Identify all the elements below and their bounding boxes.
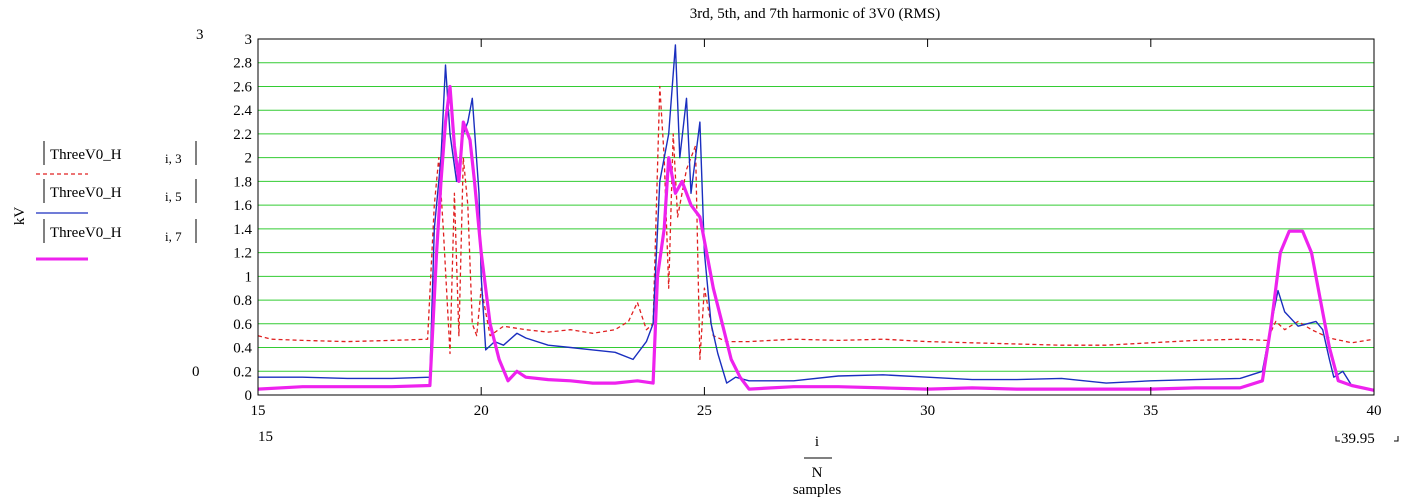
- y-tick-label: 2.8: [233, 56, 252, 72]
- y-tick-label: 0.4: [233, 341, 252, 357]
- x-label-units: samples: [793, 482, 841, 497]
- x-range-max-label: 39.95: [1341, 431, 1375, 447]
- legend-subscript-3: i, 3: [165, 151, 182, 166]
- legend-entry-7: ThreeV0_H i, 7: [36, 219, 197, 261]
- series-line-5: [258, 44, 1375, 391]
- x-tick-label: 15: [251, 403, 266, 419]
- x-range-min-label: 15: [258, 429, 273, 445]
- plot-frame: [257, 38, 1375, 396]
- legend-label-3: ThreeV0_H: [50, 147, 122, 163]
- legend-subscript-7: i, 7: [165, 229, 182, 244]
- legend-subscript-5: i, 5: [165, 189, 182, 204]
- y-tick-label: 1.8: [233, 174, 252, 190]
- y-tick-label: 2.4: [233, 103, 252, 119]
- y-tick-label: 1: [245, 269, 253, 285]
- y-tick-label: 2.6: [233, 79, 252, 95]
- y-tick-label: 1.6: [233, 198, 252, 214]
- x-tick-label: 20: [474, 403, 489, 419]
- x-range-bracket-right: [1394, 436, 1399, 442]
- y-range-min-label: 0: [192, 364, 200, 380]
- y-tick-label: 1.4: [233, 222, 252, 238]
- y-range-max-label: 3: [196, 27, 204, 43]
- legend-label-5: ThreeV0_H: [50, 185, 122, 201]
- x-tick-label: 30: [920, 403, 935, 419]
- y-tick-label: 2: [245, 151, 253, 167]
- y-tick-labels: 0 0.2 0.4 0.6 0.8 1 1.2 1.4 1.6 1.8 2 2.2 2.4 2.6 2.8 3: [233, 32, 252, 404]
- legend: ThreeV0_H i, 3 ThreeV0_H i, 5 ThreeV0_H …: [36, 141, 197, 261]
- x-label-denominator: N: [812, 465, 823, 481]
- legend-entry-5: ThreeV0_H i, 5: [36, 179, 197, 214]
- y-tick-label: 0.8: [233, 293, 252, 309]
- y-tick-label: 3: [245, 32, 253, 48]
- grid-lines: [258, 62, 1374, 372]
- x-tick-label: 25: [697, 403, 712, 419]
- x-label-numerator: i: [815, 434, 819, 450]
- x-tick-label: 35: [1143, 403, 1158, 419]
- chart-title: 3rd, 5th, and 7th harmonic of 3V0 (RMS): [690, 6, 940, 22]
- x-tick-labels: 15 20 25 30 35 40: [251, 403, 1382, 419]
- legend-label-7: ThreeV0_H: [50, 225, 122, 241]
- y-axis-label: kV: [12, 207, 28, 226]
- x-range-bracket-left: [1335, 436, 1340, 442]
- y-tick-label: 2.2: [233, 127, 252, 143]
- series-layer: [257, 44, 1375, 392]
- legend-entry-3: ThreeV0_H i, 3: [36, 141, 197, 175]
- y-tick-label: 0.2: [233, 364, 252, 380]
- x-tick-label: 40: [1367, 403, 1382, 419]
- y-tick-label: 0.6: [233, 317, 252, 333]
- y-tick-label: 0: [245, 388, 253, 404]
- tick-marks: [257, 39, 1375, 395]
- series-line-7: [257, 84, 1375, 392]
- series-line-3: [257, 85, 1375, 361]
- y-tick-label: 1.2: [233, 246, 252, 262]
